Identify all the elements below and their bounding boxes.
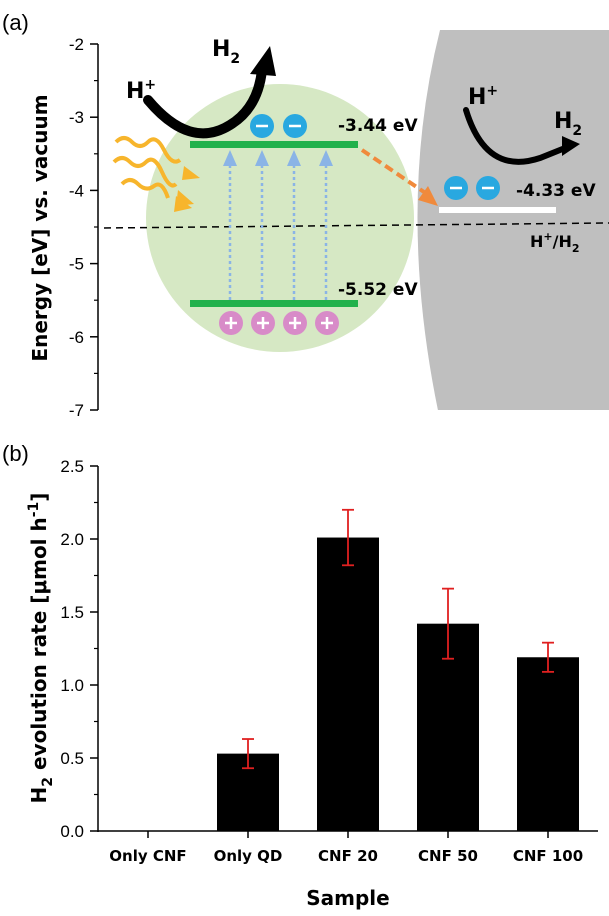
vb-energy-label: -5.52 eV — [338, 280, 418, 300]
x-tick-label-b: CNF 20 — [318, 847, 378, 865]
hole-2 — [251, 311, 275, 335]
y-tick-label-a: -5 — [69, 255, 84, 274]
panel-b: (b) 0.0 0.5 1.0 1.5 2.0 2.5 Only CNF Only QD CN… — [2, 441, 598, 910]
transfer-arrow — [360, 148, 426, 194]
light-waves — [112, 136, 182, 199]
qd-circle — [146, 84, 414, 352]
cnf-level — [439, 207, 556, 213]
light-arrowheads — [174, 166, 200, 212]
conduction-band — [190, 141, 358, 148]
redox-line — [103, 222, 609, 229]
redox-label: H+/H2 — [530, 230, 580, 255]
bar — [517, 657, 579, 831]
x-tick-label-b: CNF 50 — [418, 847, 478, 865]
cnf-energy-label: -4.33 eV — [516, 181, 596, 201]
y-tick-label-a: -6 — [69, 328, 84, 347]
valence-band — [190, 300, 358, 307]
y-axis-title-b: H2 evolution rate [μmol h-1] — [26, 493, 56, 804]
excitation-arrowheads — [223, 150, 333, 166]
y-tick-label-a: -4 — [69, 181, 84, 200]
y-tick-label-b: 2.0 — [60, 530, 84, 549]
panel-b-label: (b) — [2, 441, 29, 466]
electron-2 — [283, 114, 307, 138]
cnf-region — [417, 30, 609, 410]
hplus-right-label: H+ — [468, 83, 498, 110]
bar — [317, 537, 379, 831]
cb-energy-label: -3.44 eV — [338, 116, 418, 136]
y-tick-label-b: 1.0 — [60, 676, 84, 695]
reaction-arrow-left — [143, 65, 267, 139]
panel-a-label: (a) — [2, 10, 29, 35]
x-tick-label-b: Only QD — [214, 847, 283, 865]
electron-1 — [250, 114, 274, 138]
hole-4 — [315, 311, 339, 335]
hole-1 — [219, 311, 243, 335]
x-tick-label-b: Only CNF — [109, 847, 186, 865]
y-tick-label-b: 1.5 — [60, 603, 84, 622]
hplus-left-label: H+ — [126, 77, 156, 104]
h2-left-label: H2 — [212, 37, 240, 67]
electron-4 — [476, 176, 500, 200]
transfer-arrowhead — [418, 186, 438, 206]
y-tick-label-a: -2 — [69, 35, 84, 54]
excitation-arrows — [228, 162, 328, 300]
error-bars — [242, 508, 554, 770]
reaction-arrow-right — [463, 107, 573, 165]
electron-3 — [444, 176, 468, 200]
y-axis-title-a: Energy [eV] vs. vacuum — [28, 94, 52, 361]
bar-series — [217, 537, 579, 831]
panel-a: (a) -2-3-4-5-6-7 Energy [eV] vs. vacuum … — [2, 10, 609, 420]
reaction-arrowhead-left — [250, 46, 276, 76]
reaction-arrowhead-right — [562, 136, 580, 156]
x-tick-label-b: CNF 100 — [513, 847, 583, 865]
x-axis-title-b: Sample — [306, 886, 389, 910]
y-tick-label-a: -3 — [69, 108, 84, 127]
hole-3 — [283, 311, 307, 335]
h2-right-label: H2 — [554, 109, 582, 139]
y-tick-label-b: 2.5 — [60, 457, 84, 476]
y-tick-label-a: -7 — [69, 401, 84, 420]
y-tick-label-b: 0.0 — [60, 822, 84, 841]
y-tick-label-b: 0.5 — [60, 749, 84, 768]
